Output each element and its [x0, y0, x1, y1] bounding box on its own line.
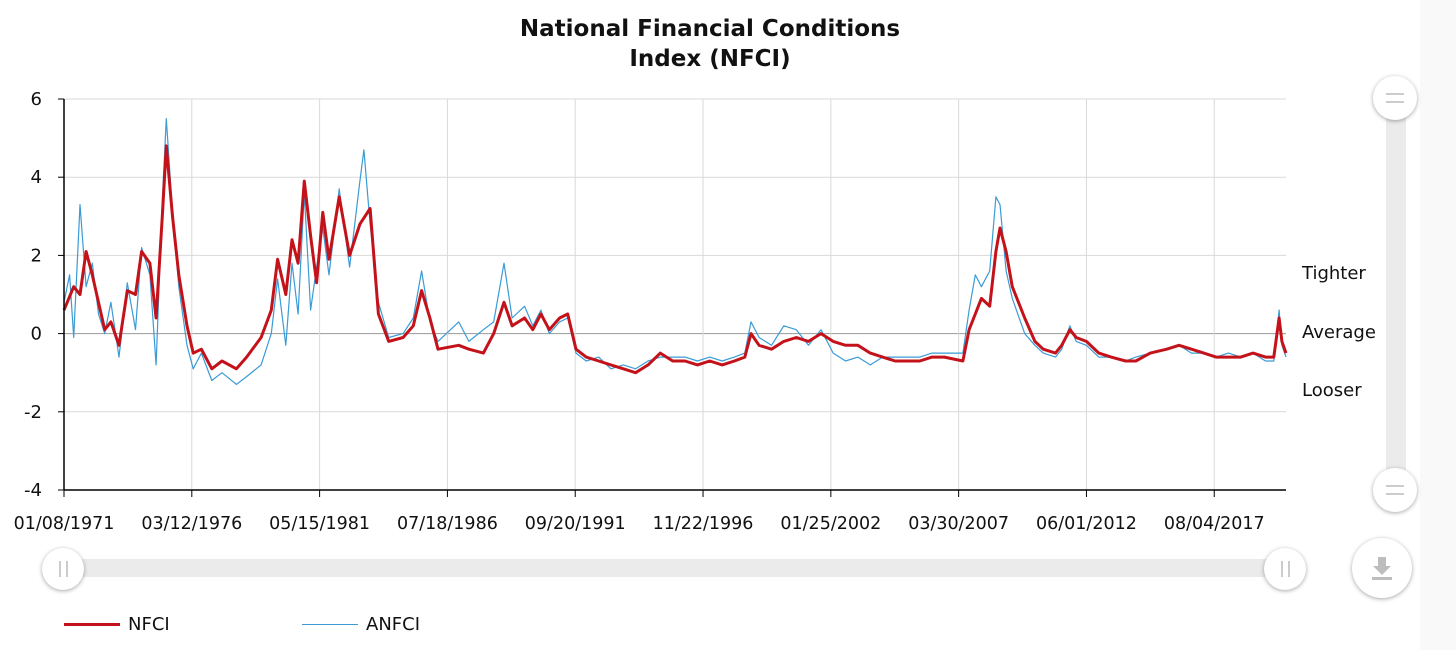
grip-icon [1386, 485, 1404, 495]
legend-label-anfci: ANFCI [366, 614, 421, 635]
y-tick-label: -4 [24, 480, 42, 501]
vertical-zoom-track[interactable] [1386, 100, 1406, 490]
horizontal-range-track[interactable] [62, 559, 1286, 577]
y-tick-label: 4 [31, 167, 42, 188]
series-line-nfci[interactable] [62, 144, 1288, 375]
grip-icon [1280, 561, 1290, 577]
zone-label-tighter: Tighter [1302, 262, 1366, 284]
y-axis-ticks: 6 4 2 0 -2 -4 [24, 89, 64, 501]
zone-label-average: Average [1302, 321, 1376, 343]
x-tick-label: 11/22/1996 [653, 514, 754, 534]
grid-lines [64, 98, 1286, 490]
y-tick-label: 0 [31, 324, 42, 345]
x-tick-label: 03/30/2007 [908, 514, 1009, 534]
y-tick-label: -2 [24, 402, 42, 423]
x-tick-label: 08/04/2017 [1164, 514, 1265, 534]
y-tick-label: 2 [31, 245, 42, 266]
legend-swatch-anfci [302, 624, 358, 625]
chart-title: National Financial Conditions Index (NFC… [0, 14, 1420, 74]
x-tick-label: 05/15/1981 [269, 514, 370, 534]
x-tick-label: 01/25/2002 [780, 514, 881, 534]
series-group [62, 118, 1288, 385]
y-tick-label: 6 [31, 89, 42, 110]
legend-item-anfci[interactable]: ANFCI [302, 614, 420, 635]
x-tick-label: 06/01/2012 [1036, 514, 1137, 534]
x-axis-ticks: 01/08/1971 03/12/1976 05/15/1981 07/18/1986… [14, 490, 1265, 534]
grip-icon [1386, 93, 1404, 103]
horizontal-range-right-handle[interactable] [1264, 548, 1306, 590]
vertical-zoom-top-handle[interactable] [1373, 76, 1417, 120]
x-tick-label: 01/08/1971 [14, 514, 115, 534]
legend-item-nfci[interactable]: NFCI [64, 614, 170, 635]
horizontal-range-left-handle[interactable] [42, 548, 84, 590]
legend-label-nfci: NFCI [128, 614, 170, 635]
chart-title-line-1: National Financial Conditions [519, 16, 901, 42]
chart-container: National Financial Conditions Index (NFC… [0, 14, 1420, 635]
vertical-zoom-bottom-handle[interactable] [1373, 468, 1417, 512]
zone-label-looser: Looser [1302, 380, 1362, 402]
download-button[interactable] [1352, 538, 1412, 598]
download-icon [1372, 557, 1392, 580]
axes [63, 99, 1286, 491]
x-tick-label: 03/12/1976 [141, 514, 242, 534]
x-tick-label: 07/18/1986 [397, 514, 498, 534]
series-line-anfci[interactable] [63, 118, 1287, 385]
legend-swatch-nfci [64, 623, 120, 626]
grip-icon [58, 561, 68, 577]
chart-title-line-2: Index (NFCI) [629, 46, 791, 72]
x-tick-label: 09/20/1991 [525, 514, 626, 534]
